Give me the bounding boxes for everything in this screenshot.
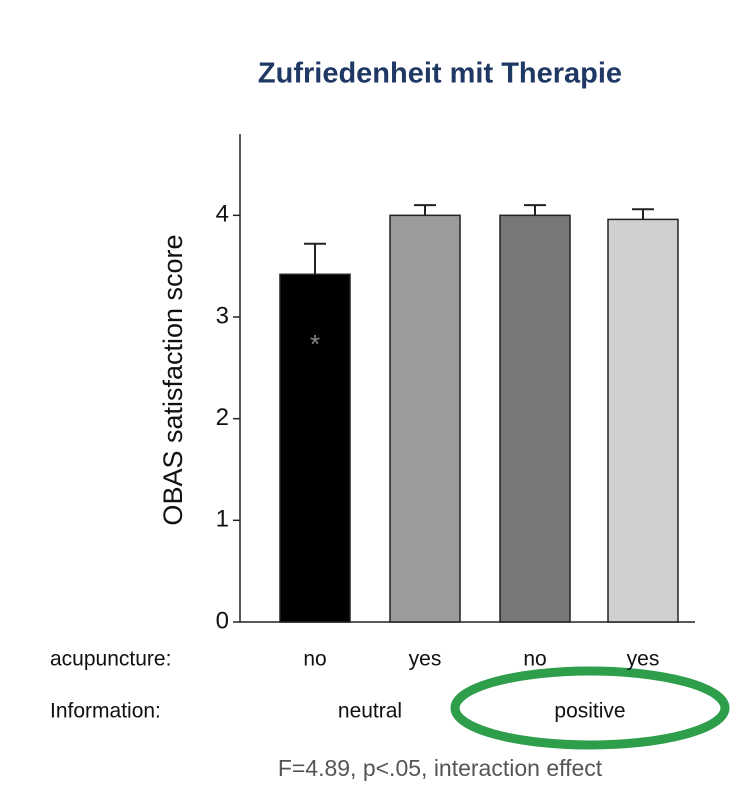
bar xyxy=(499,214,571,623)
chart-title: Zufriedenheit mit Therapie xyxy=(258,58,622,90)
y-tick-label: 3 xyxy=(216,302,229,329)
footnote: F=4.89, p<.05, interaction effect xyxy=(278,755,603,781)
y-tick-label: 4 xyxy=(216,201,229,228)
bar xyxy=(607,218,679,623)
group-row-label: Information: xyxy=(50,700,161,723)
y-axis-label: OBAS satisfaction score xyxy=(158,234,188,525)
category-row-label: acupuncture: xyxy=(50,648,171,671)
y-tick-label: 0 xyxy=(216,607,229,634)
group-label: neutral xyxy=(338,700,402,723)
x-tick-label: yes xyxy=(627,648,660,671)
bar xyxy=(389,214,461,623)
x-tick-label: no xyxy=(303,648,326,671)
annotation: * xyxy=(310,329,320,359)
x-tick-label: no xyxy=(523,648,546,671)
y-tick-label: 1 xyxy=(216,506,229,533)
bar xyxy=(279,273,351,623)
y-tick-label: 2 xyxy=(216,404,229,431)
x-tick-label: yes xyxy=(409,648,442,671)
highlight-ellipse xyxy=(450,666,730,750)
group-label: positive xyxy=(554,700,625,723)
